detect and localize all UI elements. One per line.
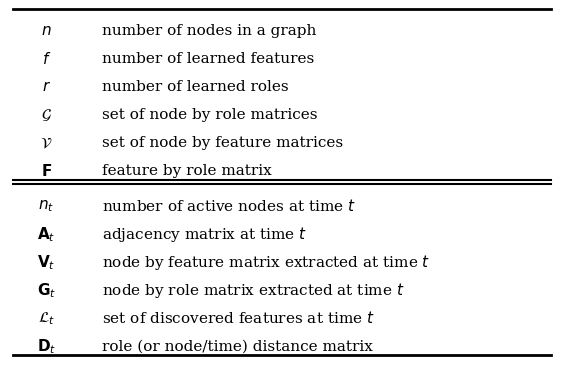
Text: $\mathbf{D}_t$: $\mathbf{D}_t$ — [37, 337, 56, 356]
Text: node by feature matrix extracted at time $t$: node by feature matrix extracted at time… — [103, 253, 431, 272]
Text: $\mathcal{G}$: $\mathcal{G}$ — [41, 107, 52, 123]
Text: feature by role matrix: feature by role matrix — [103, 164, 272, 178]
Text: set of node by role matrices: set of node by role matrices — [103, 108, 318, 122]
Text: $\mathcal{L}_t$: $\mathcal{L}_t$ — [38, 310, 55, 327]
Text: set of node by feature matrices: set of node by feature matrices — [103, 136, 343, 150]
Text: number of active nodes at time $t$: number of active nodes at time $t$ — [103, 198, 356, 214]
Text: $n_t$: $n_t$ — [38, 199, 54, 214]
Text: set of discovered features at time $t$: set of discovered features at time $t$ — [103, 310, 375, 326]
Text: number of learned features: number of learned features — [103, 52, 315, 66]
Text: $\mathbf{F}$: $\mathbf{F}$ — [41, 163, 52, 179]
Text: $\mathbf{A}_t$: $\mathbf{A}_t$ — [37, 225, 55, 244]
Text: $\mathbf{G}_t$: $\mathbf{G}_t$ — [37, 281, 56, 300]
Text: node by role matrix extracted at time $t$: node by role matrix extracted at time $t… — [103, 281, 405, 300]
Text: role (or node/time) distance matrix: role (or node/time) distance matrix — [103, 339, 373, 353]
Text: number of nodes in a graph: number of nodes in a graph — [103, 24, 317, 38]
Text: $r$: $r$ — [42, 80, 51, 94]
Text: adjacency matrix at time $t$: adjacency matrix at time $t$ — [103, 225, 307, 244]
Text: $f$: $f$ — [42, 51, 51, 67]
Text: $n$: $n$ — [41, 24, 51, 38]
Text: $\mathbf{V}_t$: $\mathbf{V}_t$ — [37, 253, 55, 272]
Text: number of learned roles: number of learned roles — [103, 80, 289, 94]
Text: $\mathcal{V}$: $\mathcal{V}$ — [40, 135, 52, 150]
